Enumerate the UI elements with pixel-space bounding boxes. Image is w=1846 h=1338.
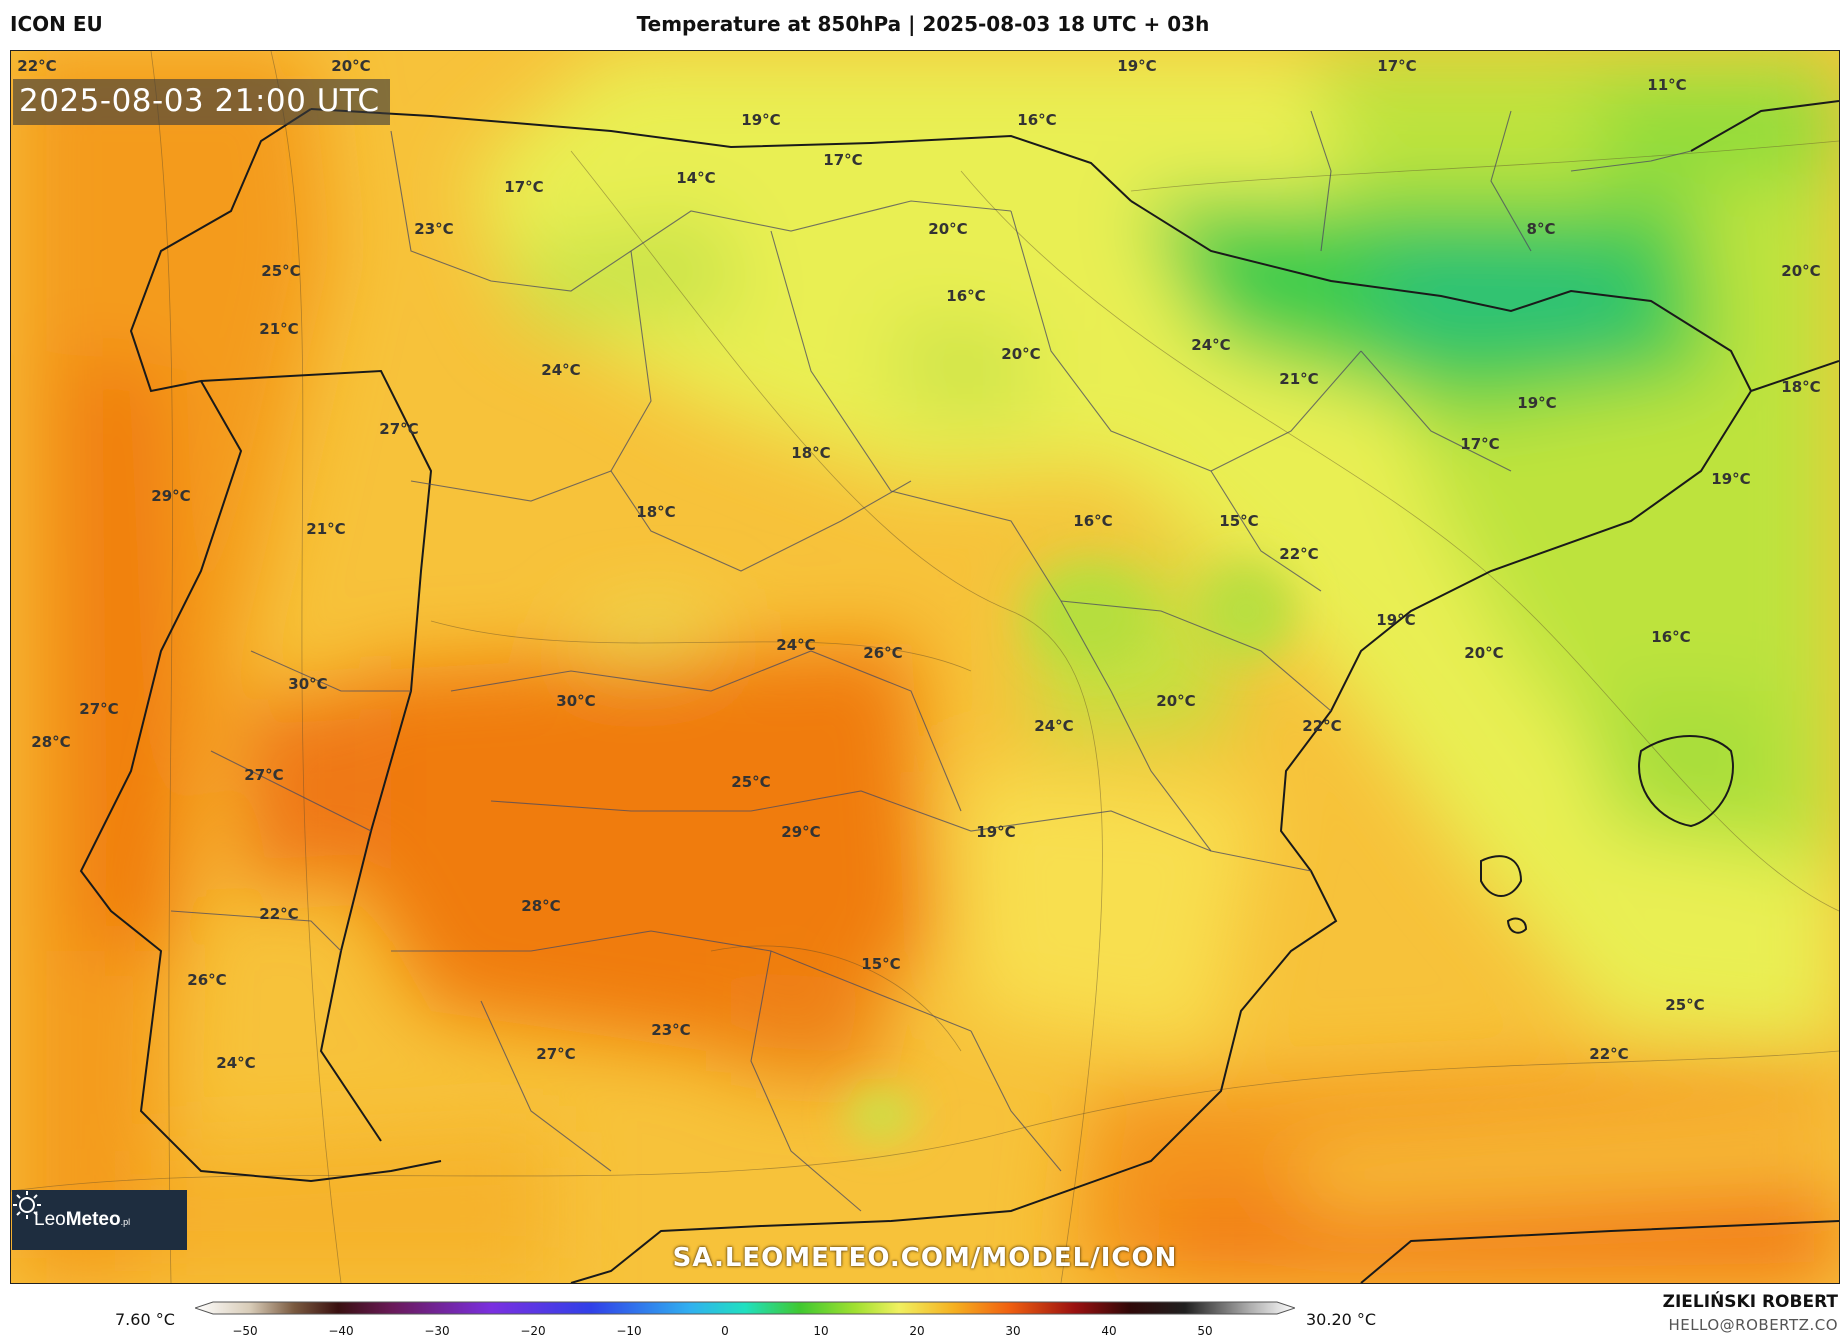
temperature-label: 16°C: [946, 287, 986, 305]
temperature-label: 18°C: [1781, 378, 1821, 396]
temperature-label: 25°C: [261, 262, 301, 280]
temperature-label: 22°C: [1302, 717, 1342, 735]
temperature-label: 21°C: [306, 520, 346, 538]
temperature-label: 16°C: [1651, 628, 1691, 646]
legend-tick: 30: [1005, 1324, 1021, 1338]
temperature-label: 22°C: [17, 57, 57, 75]
valid-time-badge: 2025-08-03 21:00 UTC: [13, 79, 390, 125]
temperature-label: 15°C: [861, 955, 901, 973]
color-scale-bar: [195, 1301, 1295, 1315]
temperature-label: 15°C: [1219, 512, 1259, 530]
temperature-label: 27°C: [379, 420, 419, 438]
temperature-label: 30°C: [288, 675, 328, 693]
temperature-label: 23°C: [651, 1021, 691, 1039]
temperature-label: 26°C: [187, 971, 227, 989]
temperature-label: 30°C: [556, 692, 596, 710]
temperature-label: 22°C: [1279, 545, 1319, 563]
temperature-label: 20°C: [1464, 644, 1504, 662]
temperature-label: 27°C: [536, 1045, 576, 1063]
temperature-label: 24°C: [1034, 717, 1074, 735]
map-title: Temperature at 850hPa | 2025-08-03 18 UT…: [636, 12, 1210, 36]
temperature-label: 25°C: [1665, 996, 1705, 1014]
author-name: ZIELIŃSKI ROBERT: [1662, 1292, 1838, 1312]
temperature-label: 27°C: [79, 700, 119, 718]
sun-icon: [13, 1191, 41, 1219]
temperature-label: 20°C: [928, 220, 968, 238]
temperature-label: 16°C: [1017, 111, 1057, 129]
legend-max-value: 30.20 °C: [1306, 1310, 1377, 1329]
author-email: HELLO@ROBERTZ.CO: [1668, 1316, 1838, 1334]
temperature-label: 18°C: [791, 444, 831, 462]
legend-tick: −40: [328, 1324, 354, 1338]
temperature-label: 23°C: [414, 220, 454, 238]
temperature-label: 19°C: [1711, 470, 1751, 488]
temperature-label: 19°C: [1376, 611, 1416, 629]
legend-min-value: 7.60 °C: [115, 1310, 175, 1329]
temperature-label: 24°C: [541, 361, 581, 379]
temperature-label: 28°C: [521, 897, 561, 915]
temperature-label: 27°C: [244, 766, 284, 784]
temperature-label: 16°C: [1073, 512, 1113, 530]
temperature-label: 17°C: [1377, 57, 1417, 75]
temperature-label: 24°C: [1191, 336, 1231, 354]
temperature-label: 17°C: [1460, 435, 1500, 453]
source-url-watermark: SA.LEOMETEO.COM/MODEL/ICON: [672, 1243, 1178, 1273]
legend-tick: −50: [232, 1324, 258, 1338]
temperature-label: 20°C: [1001, 345, 1041, 363]
model-name: ICON EU: [10, 12, 103, 36]
temperature-label: 22°C: [259, 905, 299, 923]
temperature-label: 18°C: [636, 503, 676, 521]
map-graphic: [11, 51, 1839, 1283]
temperature-label: 24°C: [216, 1054, 256, 1072]
temperature-label: 22°C: [1589, 1045, 1629, 1063]
legend-tick: 40: [1101, 1324, 1117, 1338]
temperature-label: 19°C: [1117, 57, 1157, 75]
temperature-label: 8°C: [1526, 220, 1556, 238]
temperature-label: 11°C: [1647, 76, 1687, 94]
temperature-label: 26°C: [863, 644, 903, 662]
legend-tick: 0: [721, 1324, 729, 1338]
legend-tick: −20: [520, 1324, 546, 1338]
temperature-label: 20°C: [1156, 692, 1196, 710]
legend-tick: 50: [1197, 1324, 1213, 1338]
temperature-label: 28°C: [31, 733, 71, 751]
temperature-label: 20°C: [1781, 262, 1821, 280]
temperature-label: 29°C: [151, 487, 191, 505]
temperature-label: 24°C: [776, 636, 816, 654]
temperature-label: 21°C: [1279, 370, 1319, 388]
temperature-label: 19°C: [741, 111, 781, 129]
temperature-label: 17°C: [823, 151, 863, 169]
legend-tick: −10: [616, 1324, 642, 1338]
legend-tick: 20: [909, 1324, 925, 1338]
temperature-label: 19°C: [976, 823, 1016, 841]
temperature-label: 14°C: [676, 169, 716, 187]
legend-tick: −30: [424, 1324, 450, 1338]
temperature-label: 20°C: [331, 57, 371, 75]
legend-tick: 10: [813, 1324, 829, 1338]
temperature-label: 25°C: [731, 773, 771, 791]
temperature-label: 21°C: [259, 320, 299, 338]
leometeo-logo: LeoMeteo.pl: [12, 1190, 187, 1250]
temperature-label: 29°C: [781, 823, 821, 841]
temperature-label: 19°C: [1517, 394, 1557, 412]
temperature-map: 2025-08-03 21:00 UTC 22°C 20°C 19°C 17°C…: [10, 50, 1840, 1284]
temperature-label: 17°C: [504, 178, 544, 196]
